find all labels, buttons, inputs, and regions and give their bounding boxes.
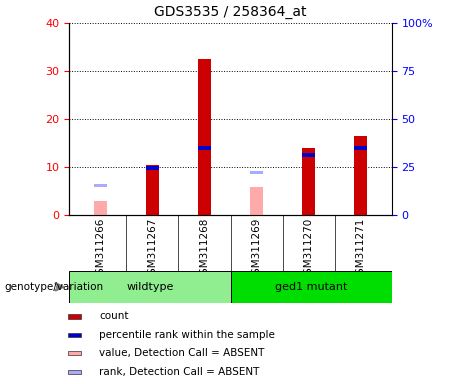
Text: GSM311270: GSM311270 (304, 218, 313, 281)
Text: ged1 mutant: ged1 mutant (275, 282, 347, 292)
Text: wildtype: wildtype (126, 282, 173, 292)
Text: value, Detection Call = ABSENT: value, Detection Call = ABSENT (99, 348, 265, 358)
Bar (68, 351, 81, 356)
Bar (302, 153, 315, 157)
Bar (250, 187, 263, 215)
Bar (250, 171, 263, 174)
Bar (69, 271, 230, 303)
Text: count: count (99, 311, 129, 321)
Text: GSM311268: GSM311268 (200, 218, 209, 281)
Bar (68, 314, 81, 319)
Text: GSM311266: GSM311266 (95, 218, 106, 281)
Bar (198, 59, 211, 215)
Bar (146, 165, 159, 215)
Bar (354, 136, 367, 215)
Bar (68, 369, 81, 374)
Bar (146, 166, 159, 170)
Bar (198, 146, 211, 150)
Bar (302, 148, 315, 215)
Text: GSM311269: GSM311269 (252, 218, 261, 281)
Bar (94, 184, 107, 187)
Text: rank, Detection Call = ABSENT: rank, Detection Call = ABSENT (99, 367, 260, 377)
Bar (94, 200, 107, 215)
Bar (354, 146, 367, 150)
Text: genotype/variation: genotype/variation (5, 282, 104, 292)
Text: GSM311267: GSM311267 (148, 218, 157, 281)
Text: GSM311271: GSM311271 (355, 218, 366, 281)
Bar (68, 333, 81, 337)
Title: GDS3535 / 258364_at: GDS3535 / 258364_at (154, 5, 307, 19)
Text: percentile rank within the sample: percentile rank within the sample (99, 330, 275, 340)
Bar (230, 271, 392, 303)
